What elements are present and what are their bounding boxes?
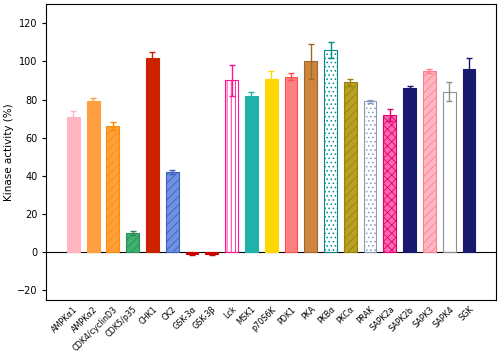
Bar	[166, 172, 178, 252]
Bar	[245, 96, 258, 252]
Bar	[344, 82, 356, 252]
Bar	[186, 252, 198, 254]
Bar	[284, 77, 298, 252]
Bar	[324, 50, 337, 252]
Bar	[264, 79, 278, 252]
Bar	[225, 80, 238, 252]
Bar	[443, 92, 456, 252]
Bar	[206, 252, 218, 254]
Y-axis label: Kinase activity (%): Kinase activity (%)	[4, 103, 14, 201]
Bar	[106, 126, 120, 252]
Bar	[364, 101, 376, 252]
Bar	[423, 71, 436, 252]
Bar	[67, 117, 80, 252]
Bar	[384, 115, 396, 252]
Bar	[304, 61, 317, 252]
Bar	[462, 69, 475, 252]
Bar	[146, 57, 159, 252]
Bar	[403, 88, 416, 252]
Bar	[86, 101, 100, 252]
Bar	[126, 233, 139, 252]
